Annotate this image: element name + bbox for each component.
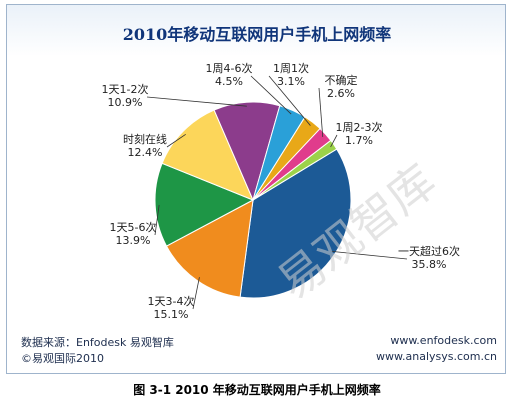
leader-line xyxy=(166,134,186,148)
leader-line xyxy=(154,204,160,236)
slice-value-label: 1.7% xyxy=(345,134,373,147)
slice-label: 1周4-6次 xyxy=(206,61,253,75)
slice-value-label: 12.4% xyxy=(128,146,163,159)
pie-slice xyxy=(213,101,281,202)
slice-value-label: 2.6% xyxy=(327,87,355,100)
pie-slice xyxy=(252,139,338,201)
leader-line xyxy=(250,75,292,115)
source-url-analysys: www.analysys.com.cn xyxy=(376,350,497,363)
pie-slice xyxy=(161,109,254,201)
leader-line xyxy=(192,277,200,310)
pie-slice xyxy=(165,199,254,298)
copyright-note: ©易观国际2010 xyxy=(21,352,104,365)
chart-title: 2010年移动互联网用户手机上网频率 xyxy=(122,25,392,44)
slice-value-label: 10.9% xyxy=(108,96,143,109)
slice-label: 1天1-2次 xyxy=(102,82,149,96)
slice-label: 1周2-3次 xyxy=(336,120,383,134)
slice-label: 1周1次 xyxy=(273,61,309,75)
leader-line xyxy=(146,96,247,107)
slice-value-label: 3.1% xyxy=(277,75,305,88)
slice-label: 时刻在线 xyxy=(123,132,167,146)
slice-label: 一天超过6次 xyxy=(398,244,460,258)
slice-label: 不确定 xyxy=(325,73,358,87)
chart-frame: 2010年移动互联网用户手机上网频率 一天超过6次 35.8% 1天3-4次 15.1… xyxy=(6,4,506,374)
pie-slice xyxy=(239,148,352,299)
slice-value-label: 4.5% xyxy=(215,75,243,88)
source-url-enfodesk: www.enfodesk.com xyxy=(390,334,497,347)
slice-label: 1天5-6次 xyxy=(110,220,157,234)
slice-value-label: 35.8% xyxy=(412,258,447,271)
source-note: 数据来源：Enfodesk 易观智库 xyxy=(21,336,174,349)
slice-value-label: 13.9% xyxy=(116,234,151,247)
pie-slice xyxy=(154,162,255,247)
leader-line xyxy=(331,250,408,260)
figure-caption: 图 3-1 2010 年移动互联网用户手机上网频率 xyxy=(133,383,381,397)
leader-line xyxy=(268,75,311,126)
leader-line xyxy=(318,87,324,138)
leader-line xyxy=(330,134,338,148)
slice-label: 1天3-4次 xyxy=(148,294,195,308)
slice-value-label: 15.1% xyxy=(154,308,189,321)
